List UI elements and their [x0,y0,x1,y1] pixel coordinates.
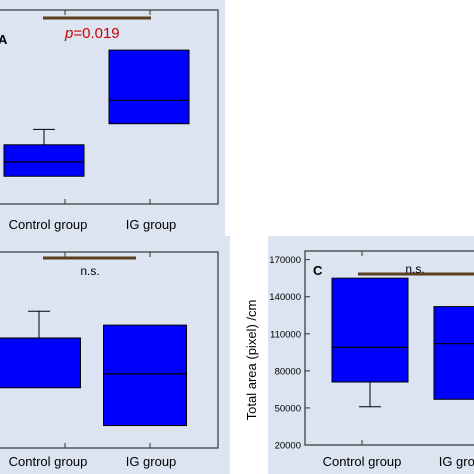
panel-a: A p=0.019 Control group IG group [0,0,225,236]
panel-b: n.s. Control group IG group [0,236,230,474]
panel-c-category-control: Control group [323,454,402,469]
panel-c-y-tick-label: 140000 [269,292,301,303]
panel-b-category-control: Control group [9,454,88,469]
panel-c-annotation: n.s. [405,262,424,276]
panel-a-boxes [3,49,190,177]
panel-c-y-tick-label: 80000 [275,366,301,377]
panel-a-ig-box [108,49,190,125]
panel-a-category-ig: IG group [126,217,177,232]
panel-b-control-box [0,337,81,389]
panel-a-category-control: Control group [9,217,88,232]
panel-c-y-tick-label: 170000 [269,255,301,266]
panel-b-boxes [0,310,187,427]
panel-c-y-tick-label: 50000 [275,403,301,414]
panel-c-y-tick-label: 110000 [270,329,301,340]
panel-a-p-value: =0.019 [73,25,119,42]
panel-b-ig-box [103,324,187,427]
panel-c-label: C [313,263,323,278]
panel-a-p-annotation: p=0.019 [64,25,120,42]
panel-c-control-box [331,277,409,383]
panel-c-ig-box [433,306,474,400]
panel-b-category-ig: IG group [126,454,177,469]
panel-a-p-symbol: p [64,25,73,42]
panel-a-label: A [0,32,8,47]
panel-c-y-tick-label: 20000 [275,441,301,452]
panel-a-control-box [3,144,85,177]
panel-c-y-ticks: 20000 50000 80000 110000 140000 170000 [269,255,310,452]
panel-c-category-ig: IG group [439,454,474,469]
panel-b-annotation: n.s. [80,264,99,278]
panel-c: C n.s. Total area (pixel) /cm 20000 50000… [244,236,474,474]
panel-c-boxes [331,277,474,408]
panel-c-y-axis-label: Total area (pixel) /cm [244,300,259,421]
